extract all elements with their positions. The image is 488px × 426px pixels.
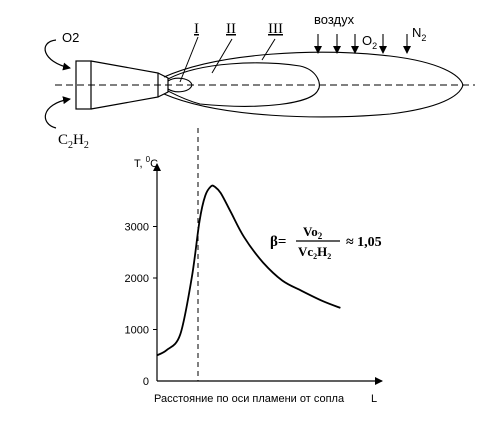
o2-gas-label: O2 <box>62 30 79 45</box>
temperature-curve <box>156 184 341 357</box>
zone-i-label: I <box>194 21 199 37</box>
o2-right-label: O2 <box>362 33 377 51</box>
y-axis-label: T, 0C <box>134 155 158 170</box>
c2h2-gas-label: C2H2 <box>58 132 89 151</box>
y-tick-label: 1000 <box>125 325 149 337</box>
torch-nozzle-tip <box>157 72 169 98</box>
o2-inlet-arrow <box>44 39 71 71</box>
zone-iii-label: III <box>268 21 283 37</box>
zone-ii-leader <box>211 38 233 74</box>
beta-formula: β= Vo2 Vc2H2 ≈ 1,05 <box>270 224 382 261</box>
formula-denominator: Vc2H2 <box>298 244 331 261</box>
y-tick-label: 3000 <box>125 222 149 234</box>
x-axis-label: Расстояние по оси пламени от сопла <box>154 393 345 405</box>
zone-iii-envelope <box>163 51 464 118</box>
torch-nozzle-cone <box>90 60 159 110</box>
zone-i-leader <box>179 36 199 83</box>
formula-numerator: Vo2 <box>303 224 323 241</box>
zone-iii-leader <box>261 38 276 61</box>
y-tick-label: 2000 <box>125 273 149 285</box>
y-tick-label: 0 <box>143 376 149 388</box>
formula-rhs: ≈ 1,05 <box>346 235 382 250</box>
x-axis-end-label: L <box>371 393 377 405</box>
n2-label: N2 <box>412 25 426 43</box>
temperature-chart: 3000 2000 1000 0 <box>125 128 383 388</box>
torch-schematic <box>44 34 475 129</box>
formula-lhs: β= <box>270 234 286 250</box>
zone-i-core <box>167 77 193 93</box>
air-label: воздух <box>314 12 355 27</box>
c2h2-inlet-arrow <box>44 96 71 129</box>
zone-ii-envelope <box>167 62 320 107</box>
torch-nozzle-plate <box>75 60 92 110</box>
zone-ii-label: II <box>226 21 236 37</box>
